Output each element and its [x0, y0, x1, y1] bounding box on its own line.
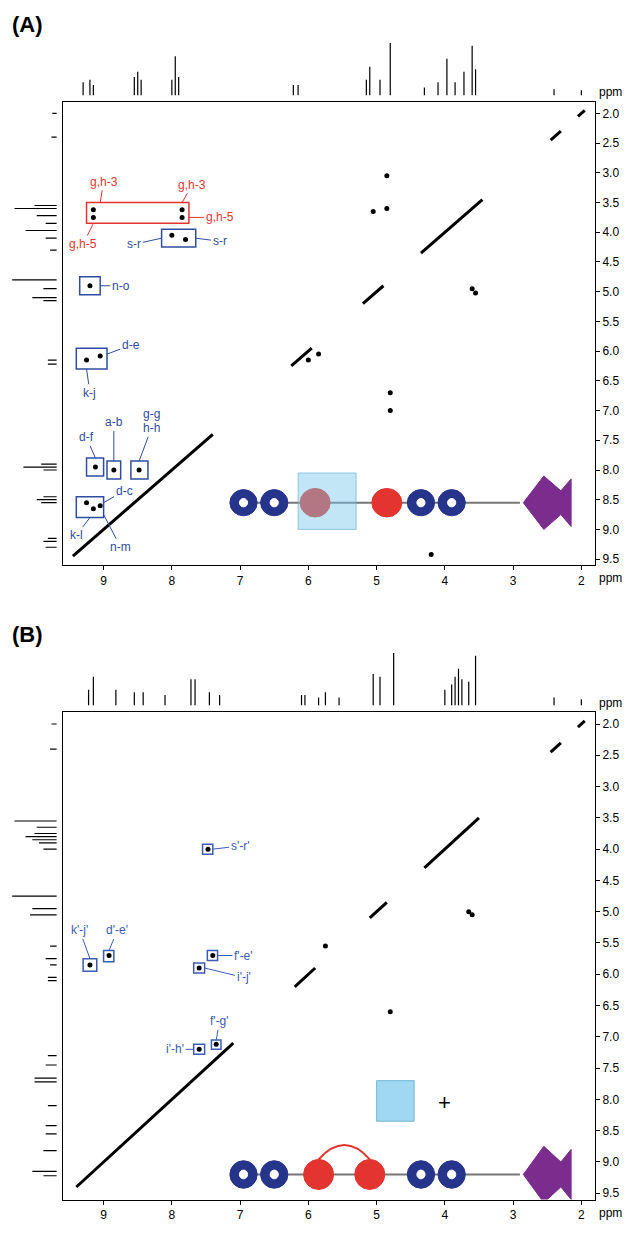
svg-text:4: 4 [442, 574, 449, 588]
svg-text:2: 2 [578, 574, 585, 588]
svg-text:6.5: 6.5 [602, 999, 619, 1013]
svg-text:5.5: 5.5 [602, 315, 619, 329]
svg-text:6.0: 6.0 [602, 967, 619, 981]
svg-text:g-g: g-g [143, 407, 160, 421]
svg-text:4.5: 4.5 [602, 255, 619, 269]
svg-text:k-l: k-l [70, 528, 83, 542]
svg-text:(B): (B) [12, 622, 43, 647]
svg-text:6.5: 6.5 [602, 374, 619, 388]
svg-text:3.5: 3.5 [602, 196, 619, 210]
svg-text:ppm: ppm [599, 571, 622, 585]
svg-text:n-m: n-m [110, 540, 131, 554]
svg-text:4: 4 [442, 1208, 449, 1222]
svg-text:5: 5 [373, 1208, 380, 1222]
svg-text:s-r: s-r [213, 234, 227, 248]
svg-text:2.5: 2.5 [602, 748, 619, 762]
svg-text:4.0: 4.0 [602, 842, 619, 856]
svg-text:7.0: 7.0 [602, 404, 619, 418]
svg-text:6.0: 6.0 [602, 344, 619, 358]
svg-text:f'-g': f'-g' [210, 1014, 229, 1028]
svg-text:n-o: n-o [112, 279, 130, 293]
svg-text:8.0: 8.0 [602, 1093, 619, 1107]
svg-text:s-r: s-r [127, 237, 141, 251]
svg-text:6: 6 [305, 1208, 312, 1222]
svg-text:k'-j': k'-j' [71, 923, 88, 937]
svg-text:6: 6 [305, 574, 312, 588]
svg-text:2.0: 2.0 [602, 107, 619, 121]
svg-text:5: 5 [373, 574, 380, 588]
svg-text:d'-e': d'-e' [106, 923, 128, 937]
svg-text:d-f: d-f [79, 430, 94, 444]
svg-text:2: 2 [578, 1208, 585, 1222]
svg-text:3.0: 3.0 [602, 166, 619, 180]
svg-text:ppm: ppm [599, 85, 622, 99]
svg-text:g,h-5: g,h-5 [69, 237, 97, 251]
svg-text:g,h-5: g,h-5 [206, 210, 234, 224]
svg-text:a-b: a-b [105, 415, 123, 429]
svg-text:8: 8 [169, 574, 176, 588]
svg-text:7.5: 7.5 [602, 1061, 619, 1075]
svg-text:9.0: 9.0 [602, 1155, 619, 1169]
svg-text:5.0: 5.0 [602, 905, 619, 919]
svg-text:9.5: 9.5 [602, 552, 619, 566]
svg-text:9.5: 9.5 [602, 1186, 619, 1200]
svg-text:ppm: ppm [599, 1206, 622, 1220]
svg-text:g,h-3: g,h-3 [178, 178, 206, 192]
svg-text:g,h-3: g,h-3 [90, 175, 118, 189]
svg-text:3.5: 3.5 [602, 811, 619, 825]
svg-text:3: 3 [510, 1208, 517, 1222]
svg-text:9: 9 [100, 1208, 107, 1222]
svg-text:7: 7 [237, 1208, 244, 1222]
svg-text:9: 9 [100, 574, 107, 588]
svg-text:i'-h': i'-h' [166, 1042, 184, 1056]
svg-text:d-c: d-c [116, 484, 133, 498]
svg-text:f'-e': f'-e' [234, 949, 253, 963]
svg-text:i'-j': i'-j' [237, 970, 251, 984]
svg-text:3: 3 [510, 574, 517, 588]
svg-text:2.5: 2.5 [602, 136, 619, 150]
svg-text:(A): (A) [12, 12, 43, 37]
svg-text:4.5: 4.5 [602, 874, 619, 888]
svg-text:5.5: 5.5 [602, 936, 619, 950]
svg-text:2.0: 2.0 [602, 717, 619, 731]
svg-text:d-e: d-e [122, 338, 140, 352]
svg-text:7: 7 [237, 574, 244, 588]
svg-text:8.5: 8.5 [602, 1124, 619, 1138]
svg-text:4.0: 4.0 [602, 225, 619, 239]
svg-text:7.5: 7.5 [602, 433, 619, 447]
svg-text:8.0: 8.0 [602, 463, 619, 477]
svg-text:ppm: ppm [599, 696, 622, 710]
svg-text:+: + [438, 1090, 451, 1115]
svg-text:8.5: 8.5 [602, 493, 619, 507]
svg-text:3.0: 3.0 [602, 780, 619, 794]
svg-text:k-j: k-j [83, 386, 96, 400]
svg-text:7.0: 7.0 [602, 1030, 619, 1044]
svg-text:8: 8 [169, 1208, 176, 1222]
svg-text:5.0: 5.0 [602, 285, 619, 299]
svg-text:h-h: h-h [143, 421, 160, 435]
svg-text:9.0: 9.0 [602, 523, 619, 537]
svg-text:s'-r': s'-r' [231, 839, 250, 853]
